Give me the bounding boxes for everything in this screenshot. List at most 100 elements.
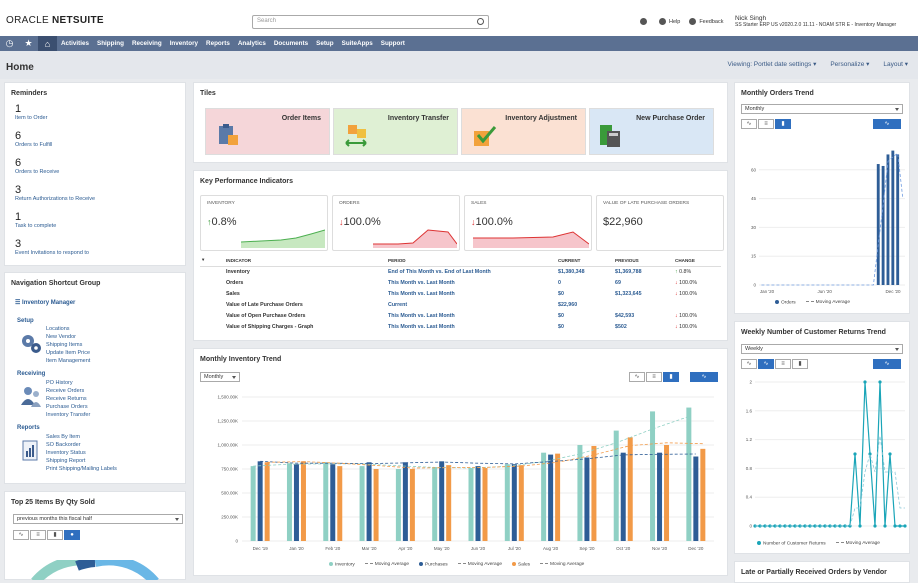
line-chart-button[interactable]: ∿	[629, 372, 645, 382]
layout-menu[interactable]: Layout ▾	[883, 61, 908, 68]
nav-activities[interactable]: Activities	[61, 40, 89, 47]
legend-sales[interactable]: Sales	[512, 562, 530, 567]
home-icon[interactable]: ⌂	[38, 36, 57, 51]
nav-analytics[interactable]: Analytics	[237, 40, 266, 47]
favorites-star-icon[interactable]: ★	[24, 38, 33, 48]
shipping-items-link[interactable]: Shipping Items	[46, 342, 83, 348]
bar-chart-button[interactable]: ▮	[47, 530, 63, 540]
area-chart-button[interactable]: ∿	[741, 359, 757, 369]
kpi-box-sales[interactable]: SALES ↓100.0%	[464, 195, 592, 251]
feedback-link[interactable]: Feedback	[689, 18, 723, 25]
kpi-row[interactable]: Value of Shipping Charges - Graph This Mo…	[200, 321, 721, 332]
inventory-manager-link[interactable]: ☰ Inventory Manager	[15, 300, 76, 306]
purchase-orders-link[interactable]: Purchase Orders	[46, 404, 88, 410]
legend-customer-returns[interactable]: Number of Customer Returns	[757, 541, 826, 546]
tile-new-purchase-order[interactable]: New Purchase Order	[589, 108, 714, 155]
nav-documents[interactable]: Documents	[273, 40, 309, 47]
trend-line-toggle[interactable]: ∿	[690, 372, 718, 382]
line-chart-button[interactable]: ∿	[758, 359, 774, 369]
trend-line-toggle[interactable]: ∿	[873, 359, 901, 369]
kpi-box-late-po[interactable]: VALUE OF LATE PURCHASE ORDERS $22,960	[596, 195, 724, 251]
donut-chart	[31, 560, 159, 580]
update-item-price-link[interactable]: Update Item Price	[46, 350, 91, 356]
recent-icon[interactable]: ◷	[5, 38, 14, 48]
item-management-link[interactable]: Item Management	[46, 358, 91, 364]
print-labels-link[interactable]: Print Shipping/Mailing Labels	[46, 466, 117, 472]
bar-inventory	[504, 464, 510, 541]
nav-shipping[interactable]: Shipping	[97, 40, 124, 47]
legend-moving-average[interactable]: Moving Average	[805, 300, 850, 305]
legend-purchases[interactable]: Purchases	[419, 562, 448, 567]
kpi-box-orders[interactable]: ORDERS ↓100.0%	[332, 195, 460, 251]
global-search-input[interactable]: Search	[252, 15, 489, 29]
bar-chart-button[interactable]: ▮	[663, 372, 679, 382]
sales-by-item-link[interactable]: Sales By Item	[46, 434, 80, 440]
so-backorder-link[interactable]: SO Backorder	[46, 442, 81, 448]
line-chart-button[interactable]: ∿	[13, 530, 29, 540]
nav-reports[interactable]: Reports	[206, 40, 230, 47]
kpi-row[interactable]: Value of Late Purchase Orders Current $22,…	[200, 299, 721, 310]
po-history-link[interactable]: PO History	[46, 380, 73, 386]
reminder-item[interactable]: 3 Event Invitations to respond to	[15, 238, 89, 256]
legend-moving-average[interactable]: Moving Average	[835, 541, 880, 546]
data-point	[903, 524, 907, 528]
bar-chart-h-button[interactable]: ≡	[646, 372, 662, 382]
bar-chart-button[interactable]: ▮	[775, 119, 791, 129]
nav-setup[interactable]: Setup	[316, 40, 334, 47]
reminder-item[interactable]: 6 Orders to Fulfill	[15, 130, 53, 148]
help-link[interactable]: Help	[659, 18, 680, 25]
kpi-row[interactable]: Inventory End of This Month vs. End of La…	[200, 266, 721, 277]
user-role-menu[interactable]: Nick Singh SS Starter ERP US v2020.2.0 1…	[735, 15, 896, 29]
kpi-row[interactable]: Orders This Month vs. Last Month 0 69 ↓ 100.…	[200, 277, 721, 288]
y-tick-label: 750.00K	[221, 467, 238, 472]
nav-support[interactable]: Support	[380, 40, 405, 47]
tile-inventory-transfer[interactable]: Inventory Transfer	[333, 108, 458, 155]
recent-records-button[interactable]	[640, 18, 650, 25]
period-select[interactable]: Monthly	[741, 104, 903, 114]
inventory-transfer-link[interactable]: Inventory Transfer	[46, 412, 91, 418]
receive-orders-link[interactable]: Receive Orders	[46, 388, 85, 394]
nav-receiving[interactable]: Receiving	[131, 40, 162, 47]
reminder-item[interactable]: 1 Item to Order	[15, 103, 48, 121]
legend-moving-average[interactable]: Moving Average	[457, 562, 502, 567]
bar-purchases	[620, 452, 626, 541]
personalize-menu[interactable]: Personalize ▾	[830, 61, 870, 68]
legend-moving-average[interactable]: Moving Average	[540, 562, 584, 567]
trend-line-toggle[interactable]: ∿	[873, 119, 901, 129]
kpi-row[interactable]: Sales This Month vs. Last Month $0 $1,323,6…	[200, 288, 721, 299]
bar-chart-h-button[interactable]: ≡	[30, 530, 46, 540]
kpi-cell-per: Current	[388, 301, 408, 308]
kpi-row[interactable]: Value of Open Purchase Orders This Month …	[200, 310, 721, 321]
tile-inventory-adjustment[interactable]: Inventory Adjustment	[461, 108, 586, 155]
line-chart-button[interactable]: ∿	[741, 119, 757, 129]
nav-inventory[interactable]: Inventory	[169, 40, 199, 47]
pie-chart-button[interactable]: ●	[64, 530, 80, 540]
legend-orders[interactable]: Orders	[775, 300, 796, 305]
navigation-shortcut-portlet: Navigation Shortcut Group ☰ Inventory Ma…	[4, 272, 186, 484]
period-select[interactable]: previous months this fiscal half	[13, 514, 183, 524]
arrow-down-icon: ↓	[675, 323, 680, 330]
new-vendor-link[interactable]: New Vendor	[46, 334, 76, 340]
shipping-report-link[interactable]: Shipping Report	[46, 458, 86, 464]
bar-chart-button[interactable]: ▮	[792, 359, 808, 369]
tile-order-items[interactable]: Order Items	[205, 108, 330, 155]
period-select[interactable]: Weekly	[741, 344, 903, 354]
search-icon[interactable]	[477, 18, 484, 25]
nav-suiteapps[interactable]: SuiteApps	[341, 40, 373, 47]
kpi-box-inventory[interactable]: INVENTORY ↑0.8%	[200, 195, 328, 251]
reminder-item[interactable]: 3 Return Authorizations to Receive	[15, 184, 96, 202]
period-select[interactable]: Monthly	[200, 372, 240, 382]
bar-chart-h-button[interactable]: ≡	[775, 359, 791, 369]
reminder-item[interactable]: 1 Task to complete	[15, 211, 57, 229]
bar-purchases	[439, 461, 445, 541]
legend-moving-average[interactable]: Moving Average	[364, 562, 409, 567]
receive-returns-link[interactable]: Receive Returns	[46, 396, 87, 402]
locations-link[interactable]: Locations	[46, 326, 70, 332]
legend-inventory[interactable]: Inventory	[329, 562, 355, 567]
reminder-item[interactable]: 6 Orders to Receive	[15, 157, 60, 175]
date-settings-menu[interactable]: Viewing: Portlet date settings ▾	[727, 61, 817, 68]
bar-chart-h-button[interactable]: ≡	[758, 119, 774, 129]
collapse-toggle-icon[interactable]: ▾	[200, 255, 224, 267]
inventory-status-link[interactable]: Inventory Status	[46, 450, 86, 456]
netsuite-logo[interactable]: ORACLE NETSUITE	[6, 15, 104, 26]
